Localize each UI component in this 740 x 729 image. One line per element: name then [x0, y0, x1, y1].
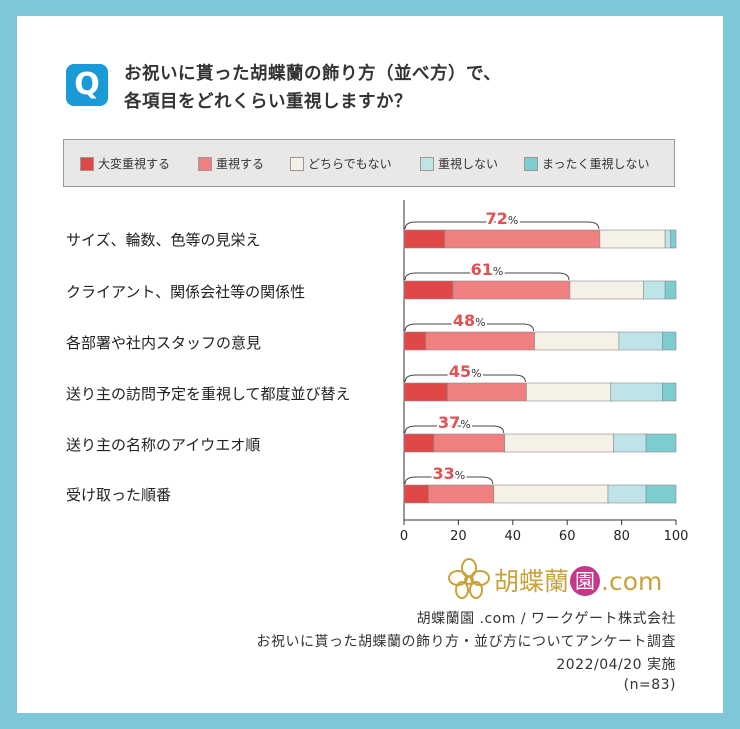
highlight-label: 72% [486, 209, 519, 228]
highlight-unit: % [493, 265, 503, 278]
bracket [404, 476, 494, 485]
legend-swatch [80, 157, 94, 171]
bar-segment [662, 382, 677, 402]
highlight-unit: % [460, 418, 470, 431]
category-label: サイズ、輪数、色等の見栄え [66, 231, 261, 249]
bracket [404, 425, 505, 434]
x-tick-label: 20 [450, 529, 467, 544]
source-line-3: 2022/04/20 実施 [556, 657, 676, 673]
category-label: クライアント、関係会社等の関係性 [66, 283, 306, 301]
bracket [404, 323, 535, 332]
highlight-label: 61% [471, 260, 504, 279]
category-label: 送り主の名称のアイウエオ順 [66, 436, 261, 454]
bar-segment [493, 484, 609, 504]
legend: 大変重視する 重視する どちらでもない 重視しない まったく重視しない [63, 139, 675, 187]
x-tick-label: 100 [664, 529, 689, 544]
bar-segment [403, 484, 429, 504]
bracket [404, 221, 600, 230]
highlight-unit: % [455, 469, 465, 482]
bar-segment [607, 484, 647, 504]
highlight-label: 37% [438, 413, 471, 432]
bar-segment [664, 229, 671, 249]
bar-segment [403, 331, 427, 351]
highlight-unit: % [475, 316, 485, 329]
bar-segment [526, 382, 612, 402]
bar-segment [645, 484, 677, 504]
legend-label: まったく重視しない [542, 157, 650, 171]
bar-segment [504, 433, 614, 453]
highlight-label: 48% [453, 311, 486, 330]
category-label: 受け取った順番 [66, 486, 172, 504]
bar-segment [662, 331, 677, 351]
bar-segment [447, 382, 527, 402]
bar-segment [433, 433, 505, 453]
legend-swatch [290, 157, 304, 171]
bar-segment [670, 229, 677, 249]
logo-text: 胡蝶蘭園 .com [494, 562, 662, 598]
x-tick-label: 40 [505, 529, 522, 544]
bar-segment [618, 331, 663, 351]
bar-segment [403, 280, 454, 300]
bar-segment [428, 484, 495, 504]
question-line-1: お祝いに貰った胡蝶蘭の飾り方（並べ方）で、 [124, 64, 502, 84]
highlight-unit: % [508, 214, 518, 227]
logo-name: 胡蝶蘭 [494, 567, 570, 596]
logo-seal: 園 [570, 566, 601, 596]
bar-segment [403, 382, 448, 402]
category-label: 送り主の訪問予定を重視して都度並び替え [66, 385, 351, 403]
legend-label: 大変重視する [98, 157, 171, 171]
bracket [404, 272, 570, 281]
category-label: 各部署や社内スタッフの意見 [66, 334, 262, 352]
card [17, 16, 723, 713]
bar-segment [643, 280, 666, 300]
bar-segment [645, 433, 677, 453]
orchid-icon [448, 558, 490, 599]
legend-label: 重視する [216, 157, 265, 171]
bar-segment [425, 331, 535, 351]
bar-segment [664, 280, 677, 300]
highlight-unit: % [471, 367, 481, 380]
bar-segment [403, 433, 435, 453]
bar-segment [452, 280, 571, 300]
bar-segment [403, 229, 446, 249]
bar-segment [610, 382, 663, 402]
highlight-label: 45% [449, 362, 482, 381]
question-line-2: 各項目をどれくらい重視しますか？ [124, 92, 412, 112]
legend-label: どちらでもない [308, 157, 392, 171]
bracket [404, 374, 526, 383]
question-badge: Q [66, 64, 108, 106]
x-tick-label: 0 [400, 529, 408, 544]
logo-suffix: .com [601, 567, 663, 596]
bar-segment [613, 433, 647, 453]
source-line-1: 胡蝶蘭園 .com / ワークゲート株式会社 [416, 611, 676, 627]
brand-logo: 胡蝶蘭園 .com [446, 556, 676, 602]
legend-label: 重視しない [438, 157, 499, 171]
bar-segment [534, 331, 620, 351]
legend-swatch [420, 157, 434, 171]
legend-swatch [524, 157, 538, 171]
bar-segment [569, 280, 644, 300]
x-tick-label: 80 [613, 529, 630, 544]
highlight-label: 33% [433, 464, 466, 483]
bar-segment [599, 229, 666, 249]
bar-segment [444, 229, 601, 249]
stacked-bar-chart: 0 20 40 60 80 100 72% 61% 48% 45% 37% 33% [400, 200, 689, 544]
source-line-2: お祝いに貰った胡蝶蘭の飾り方・並び方についてアンケート調査 [256, 634, 676, 650]
legend-swatch [198, 157, 212, 171]
x-tick-label: 60 [559, 529, 576, 544]
source-line-4: (n=83) [623, 677, 676, 693]
